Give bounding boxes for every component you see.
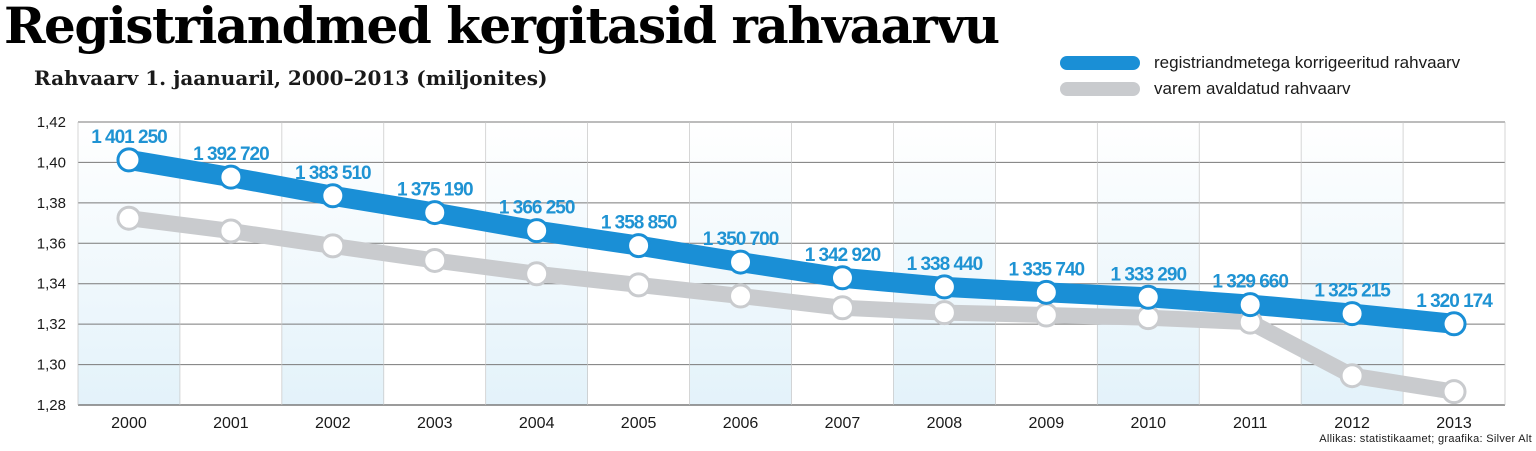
x-tick-label: 2006 — [723, 415, 759, 432]
data-point-previous — [1339, 363, 1365, 389]
data-point-previous — [1441, 379, 1467, 405]
legend-item-previous: varem avaldatud rahvaarv — [1060, 76, 1460, 102]
data-point-previous — [116, 205, 142, 231]
data-point-corrected — [1135, 284, 1161, 310]
data-point-corrected — [1441, 311, 1467, 337]
data-point-corrected — [1339, 301, 1365, 327]
y-tick-label: 1,32 — [37, 316, 66, 333]
y-tick-label: 1,36 — [37, 235, 66, 252]
x-tick-label: 2000 — [111, 415, 147, 432]
legend-swatch-corrected — [1060, 56, 1140, 70]
x-tick-label: 2001 — [213, 415, 249, 432]
x-tick-label: 2004 — [519, 415, 555, 432]
data-labels: 1 401 250 1 392 720 1 383 510 1 375 190 1 36… — [91, 127, 1494, 312]
data-point-previous — [1135, 305, 1161, 331]
x-tick-label: 2010 — [1130, 415, 1166, 432]
data-label: 1 392 720 — [193, 144, 269, 165]
data-label: 1 401 250 — [91, 127, 167, 148]
data-label: 1 329 660 — [1212, 272, 1288, 293]
legend-item-corrected: registriandmetega korrigeeritud rahvaarv — [1060, 50, 1460, 76]
x-tick-label: 2011 — [1233, 415, 1268, 432]
legend-label-corrected: registriandmetega korrigeeritud rahvaarv — [1154, 53, 1461, 72]
legend-label-previous: varem avaldatud rahvaarv — [1154, 79, 1351, 98]
y-tick-label: 1,42 — [37, 114, 66, 131]
data-point-previous — [1033, 302, 1059, 328]
data-point-previous — [422, 247, 448, 273]
legend-swatch-previous — [1060, 82, 1140, 96]
y-tick-label: 1,30 — [37, 357, 66, 374]
data-point-previous — [931, 300, 957, 326]
data-label: 1 333 290 — [1110, 264, 1186, 285]
data-label: 1 342 920 — [805, 245, 881, 266]
source-credit: Allikas: statistikaamet; graafika: Silve… — [1319, 433, 1532, 445]
data-point-corrected — [931, 274, 957, 300]
y-tick-label: 1,34 — [37, 276, 66, 293]
data-label: 1 350 700 — [703, 229, 779, 250]
band-2002 — [281, 122, 384, 405]
y-tick-label: 1,40 — [37, 154, 66, 171]
data-point-previous — [626, 272, 652, 298]
x-tick-label: 2008 — [927, 415, 963, 432]
data-point-corrected — [320, 183, 346, 209]
data-point-previous — [524, 261, 550, 287]
data-point-corrected — [1033, 279, 1059, 305]
x-tick-label: 2013 — [1436, 415, 1472, 432]
data-point-corrected — [422, 200, 448, 226]
x-axis: 2000 2001 2002 2003 2004 2005 2006 2007 2008 2009… — [111, 415, 1472, 432]
data-point-corrected — [728, 249, 754, 275]
x-tick-label: 2007 — [825, 415, 861, 432]
x-tick-label: 2002 — [315, 415, 351, 432]
x-tick-label: 2003 — [417, 415, 453, 432]
data-label: 1 320 174 — [1416, 291, 1493, 312]
series-points — [116, 147, 1467, 405]
y-tick-label: 1,38 — [37, 195, 66, 212]
chart-subtitle: Rahvaarv 1. jaanuaril, 2000–2013 (miljon… — [34, 66, 548, 90]
data-point-corrected — [524, 218, 550, 244]
data-label: 1 375 190 — [397, 180, 473, 201]
data-point-corrected — [1237, 292, 1263, 318]
data-point-corrected — [626, 233, 652, 259]
data-label: 1 383 510 — [295, 163, 371, 184]
data-point-corrected — [116, 147, 142, 173]
data-label: 1 325 215 — [1314, 281, 1391, 302]
x-tick-label: 2005 — [621, 415, 657, 432]
data-point-corrected — [218, 164, 244, 190]
data-label: 1 335 740 — [1009, 259, 1085, 280]
series-line-previous — [121, 210, 1462, 400]
data-point-previous — [829, 295, 855, 321]
data-label: 1 358 850 — [601, 213, 677, 234]
y-tick-label: 1,28 — [37, 397, 66, 414]
data-point-previous — [728, 283, 754, 309]
data-label: 1 338 440 — [907, 254, 983, 275]
data-point-previous — [218, 218, 244, 244]
series-line-corrected — [119, 149, 1464, 334]
x-tick-label: 2012 — [1334, 415, 1370, 432]
x-tick-label: 2009 — [1029, 415, 1065, 432]
data-point-previous — [320, 233, 346, 259]
band-2010 — [1097, 122, 1200, 405]
page-title: Registriandmed kergitasid rahvaarvu — [4, 0, 1000, 55]
legend: registriandmetega korrigeeritud rahvaarv… — [1060, 50, 1460, 102]
series-lines — [119, 149, 1464, 400]
band-2008 — [893, 122, 996, 405]
data-label: 1 366 250 — [499, 198, 575, 219]
y-axis: 1,28 1,30 1,32 1,34 1,36 1,38 1,40 1,42 — [37, 114, 66, 414]
data-point-corrected — [829, 265, 855, 291]
